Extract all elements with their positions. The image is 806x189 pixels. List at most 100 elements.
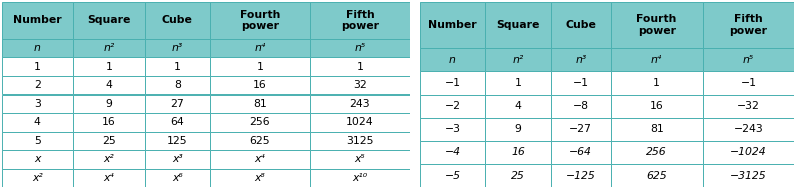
Bar [2, 76, 73, 94]
Text: x⁴: x⁴ [103, 173, 114, 183]
Text: Cube: Cube [162, 15, 193, 25]
Bar [210, 169, 310, 187]
Bar [550, 164, 611, 187]
Bar [210, 94, 310, 113]
Bar [2, 169, 73, 187]
Text: −1024: −1024 [730, 147, 767, 157]
Text: n⁵: n⁵ [743, 55, 754, 65]
Text: 5: 5 [34, 136, 41, 146]
Text: Square: Square [87, 15, 131, 25]
Bar [73, 94, 144, 113]
Text: −8: −8 [573, 101, 589, 111]
Text: 1: 1 [106, 62, 112, 72]
Bar [611, 94, 703, 118]
Bar [611, 71, 703, 94]
Bar [485, 164, 550, 187]
Bar [485, 2, 550, 48]
Text: 16: 16 [102, 117, 116, 127]
Text: Fifth
power: Fifth power [341, 10, 379, 31]
Bar [210, 39, 310, 57]
Bar [703, 94, 795, 118]
Text: 64: 64 [170, 117, 184, 127]
Text: −1: −1 [573, 78, 589, 88]
Text: Square: Square [496, 20, 540, 30]
Bar [210, 76, 310, 94]
Text: 1024: 1024 [346, 117, 374, 127]
Bar [550, 2, 611, 48]
Bar [485, 94, 550, 118]
Bar [210, 132, 310, 150]
Bar [420, 71, 485, 94]
Bar [73, 113, 144, 132]
Text: −2: −2 [444, 101, 460, 111]
Text: x²: x² [103, 154, 114, 164]
Bar [550, 48, 611, 71]
Text: −3: −3 [444, 124, 460, 134]
Bar [485, 141, 550, 164]
Bar [144, 2, 210, 39]
Bar [2, 113, 73, 132]
Text: 625: 625 [250, 136, 270, 146]
Bar [310, 169, 410, 187]
Bar [73, 132, 144, 150]
Bar [310, 94, 410, 113]
Text: 1: 1 [34, 62, 41, 72]
Text: x²: x² [32, 173, 43, 183]
Text: n²: n² [103, 43, 114, 53]
Text: n²: n² [513, 55, 524, 65]
Bar [2, 132, 73, 150]
Text: 1: 1 [653, 78, 660, 88]
Text: 1: 1 [356, 62, 364, 72]
Bar [420, 48, 485, 71]
Text: Number: Number [13, 15, 61, 25]
Text: 243: 243 [350, 99, 370, 109]
Text: 256: 256 [250, 117, 270, 127]
Bar [703, 118, 795, 141]
Text: n³: n³ [172, 43, 183, 53]
Text: x⁶: x⁶ [172, 173, 183, 183]
Bar [420, 164, 485, 187]
Bar [550, 141, 611, 164]
Text: 81: 81 [253, 99, 267, 109]
Bar [144, 150, 210, 169]
Text: −32: −32 [737, 101, 760, 111]
Text: x: x [34, 154, 40, 164]
Text: −5: −5 [444, 170, 460, 180]
Bar [73, 150, 144, 169]
Text: −125: −125 [566, 170, 596, 180]
Bar [611, 118, 703, 141]
Bar [2, 94, 73, 113]
Bar [703, 48, 795, 71]
Text: 125: 125 [167, 136, 188, 146]
Text: x⁸: x⁸ [255, 173, 265, 183]
Text: 16: 16 [650, 101, 663, 111]
Text: 81: 81 [650, 124, 663, 134]
Bar [144, 169, 210, 187]
Bar [420, 2, 485, 48]
Bar [2, 2, 73, 39]
Bar [550, 118, 611, 141]
Bar [2, 39, 73, 57]
Bar [310, 113, 410, 132]
Text: 27: 27 [170, 99, 184, 109]
Bar [144, 132, 210, 150]
Text: 9: 9 [514, 124, 521, 134]
Text: Number: Number [428, 20, 477, 30]
Bar [550, 71, 611, 94]
Text: −3125: −3125 [730, 170, 767, 180]
Bar [73, 39, 144, 57]
Text: Cube: Cube [565, 20, 596, 30]
Bar [611, 141, 703, 164]
Text: n⁴: n⁴ [254, 43, 265, 53]
Text: −1: −1 [741, 78, 757, 88]
Text: x¹⁰: x¹⁰ [352, 173, 368, 183]
Bar [703, 2, 795, 48]
Bar [611, 48, 703, 71]
Text: 3125: 3125 [347, 136, 374, 146]
Bar [703, 141, 795, 164]
Bar [611, 164, 703, 187]
Bar [485, 118, 550, 141]
Text: 32: 32 [353, 80, 367, 90]
Text: −1: −1 [444, 78, 460, 88]
Bar [420, 118, 485, 141]
